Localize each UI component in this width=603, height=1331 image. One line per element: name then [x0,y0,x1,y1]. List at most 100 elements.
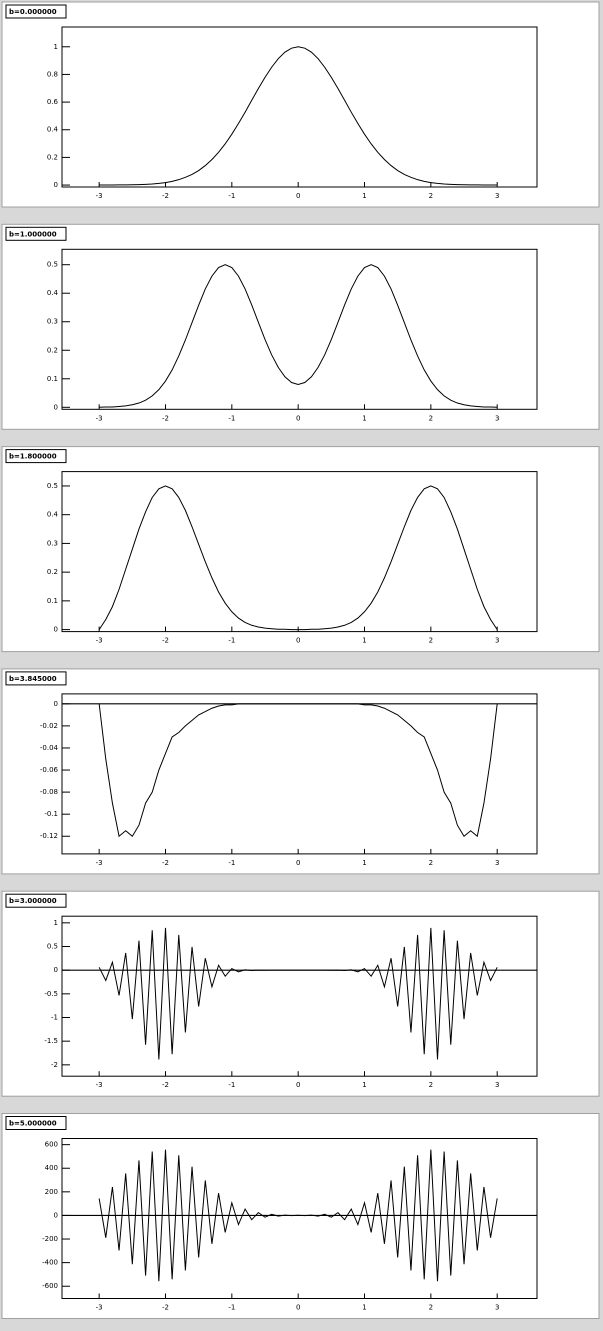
frame [61,248,538,410]
y-tick-label: 0.5 [47,482,58,490]
y-tick-label: -0.12 [40,832,58,840]
x-tick-label: 1 [362,414,366,422]
x-tick-label: -3 [96,637,103,645]
x-tick-label: 0 [296,1304,300,1312]
y-tick-label: 0.5 [47,261,58,269]
x-tick-label: 0 [296,414,300,422]
x-tick-label: -2 [162,859,169,867]
y-tick-label: 600 [45,1141,58,1149]
y-tick-label: 0.2 [47,568,58,576]
y-tick-label: 0.6 [47,98,59,106]
chart-title: b=1.800000 [9,453,57,461]
x-tick-label: -3 [96,1304,103,1312]
y-tick-label: 0 [54,626,58,634]
x-tick-label: 1 [362,859,366,867]
x-tick-label: -2 [162,637,169,645]
frame [61,915,538,1077]
y-tick-label: -0.06 [40,766,59,774]
y-tick-label: 0.4 [47,289,59,297]
x-tick-label: 0 [296,1081,300,1089]
title-box [5,671,67,686]
x-tick-label: 3 [495,1081,499,1089]
y-tick-label: -400 [42,1259,58,1267]
y-tick-label: 0.1 [47,597,58,605]
x-tick-label: -2 [162,1304,169,1312]
title-box [5,226,67,241]
y-tick-label: 0.3 [47,318,58,326]
x-tick-label: -3 [96,1081,103,1089]
x-tick-label: -1 [228,1304,235,1312]
y-tick-label: -0.5 [44,990,58,998]
y-tick-label: -0.08 [40,788,58,796]
chart-title: b=3.845000 [9,675,57,683]
x-tick-label: 1 [362,1081,366,1089]
x-tick-label: -1 [228,192,235,200]
y-tick-label: 0.1 [47,375,58,383]
x-tick-label: 1 [362,192,366,200]
x-tick-label: -2 [162,1081,169,1089]
y-tick-label: -0.1 [44,810,58,818]
y-tick-label: 0.3 [47,539,58,547]
chart-title: b=0.000000 [9,8,57,16]
x-tick-label: 1 [362,637,366,645]
y-tick-label: -200 [42,1235,58,1243]
x-tick-label: 2 [429,637,433,645]
y-tick-label: 1 [54,43,58,51]
x-tick-label: -1 [228,637,235,645]
curve [98,703,498,838]
y-tick-label: 0 [54,966,58,974]
curve [98,485,498,631]
y-tick-label: 400 [45,1164,58,1172]
y-tick-label: -600 [42,1282,58,1290]
title-box [5,1116,67,1130]
curve [99,46,498,186]
frame [61,471,538,633]
pad [1,890,600,1097]
x-tick-label: 3 [495,192,499,200]
x-tick-label: 3 [495,414,499,422]
pad [1,223,600,430]
chart-title: b=3.000000 [9,897,57,905]
chart-title: b=5.000000 [9,1120,57,1128]
x-tick-label: 0 [296,637,300,645]
curve [98,1149,498,1282]
x-tick-label: -1 [228,859,235,867]
x-tick-label: 2 [429,192,433,200]
x-tick-label: -2 [162,414,169,422]
y-tick-label: -2 [51,1061,58,1069]
x-tick-label: 2 [429,859,433,867]
pad [1,446,600,653]
y-tick-label: 1 [54,919,58,927]
y-tick-label: 200 [45,1188,58,1196]
x-tick-label: 3 [495,859,499,867]
x-tick-label: 2 [429,414,433,422]
x-tick-label: 2 [429,1081,433,1089]
title-box [5,4,67,19]
x-tick-label: 1 [362,1304,366,1312]
x-tick-label: -1 [228,1081,235,1089]
y-tick-label: 0.2 [47,153,58,161]
x-tick-label: 0 [296,859,300,867]
y-tick-label: -1.5 [44,1037,58,1045]
x-tick-label: 3 [495,637,499,645]
pad [1,1,600,208]
y-tick-label: 0 [54,181,58,189]
chart-title: b=1.000000 [9,230,57,238]
y-tick-label: 0 [54,403,58,411]
x-tick-label: 2 [429,1304,433,1312]
y-tick-label: 0 [54,700,58,708]
frame [61,26,538,188]
title-box [5,449,67,464]
y-tick-label: 0.2 [47,346,58,354]
x-tick-label: -2 [162,192,169,200]
y-tick-label: 0.5 [47,942,58,950]
x-tick-label: -3 [96,192,103,200]
x-tick-label: -1 [228,414,235,422]
x-tick-label: -3 [96,859,103,867]
curve [99,264,498,408]
y-tick-label: 0.8 [47,70,58,78]
y-tick-label: 0.4 [47,126,59,134]
frame [61,693,538,855]
